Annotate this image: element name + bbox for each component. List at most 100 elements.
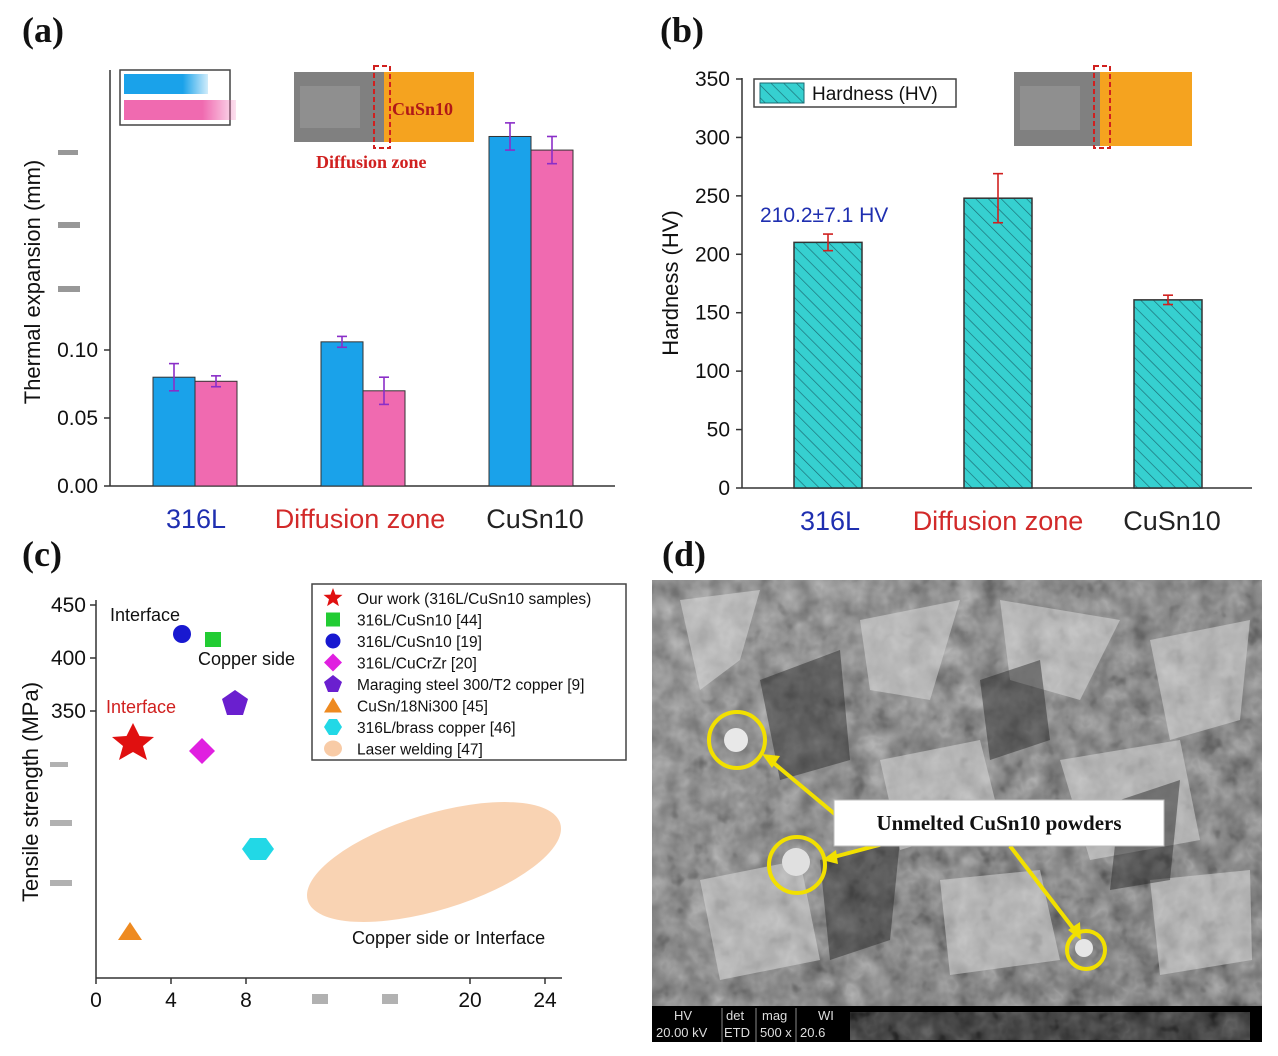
d-databar-v2: 500 x (760, 1025, 792, 1040)
c-mark-cusn-18ni300 (118, 922, 142, 940)
c-legend-label: 316L/CuSn10 [44] (357, 613, 482, 630)
a-bar-series0-1 (320, 341, 364, 487)
c-legend-marker-star (323, 588, 343, 607)
a-legend (119, 69, 236, 126)
c-legend-label: 316L/CuCrZr [20] (357, 656, 477, 673)
c-x-tick-label: 8 (240, 989, 252, 1012)
a-legend-box (119, 69, 231, 126)
c-legend-marker-triangle (324, 697, 342, 713)
c-x-tick-label: 20 (458, 989, 481, 1012)
b-y-tick-label: 50 (707, 419, 730, 442)
c-x-tick-label: 4 (165, 989, 177, 1012)
a-bar-series0-2 (488, 135, 532, 487)
a-bar-series1-0 (194, 380, 238, 487)
b-y-tick-label: 250 (695, 185, 730, 208)
c-legend-marker-pentagon (324, 675, 342, 692)
c-mark-316l-cusn10-44 (205, 632, 221, 647)
a-errorbar-series0-0 (169, 362, 179, 392)
d-circle-2 (767, 835, 827, 895)
c-annotation-copper-side: Copper side (198, 649, 295, 669)
c-mark-316l-brass (242, 838, 274, 860)
a-errorbar-series1-0 (211, 375, 221, 388)
c-faded-ticks (50, 762, 398, 1004)
c-legend-label: CuSn/18Ni300 [45] (357, 699, 488, 716)
b-y-ticks: 0 50 100 150 200 250 300 350 (695, 68, 742, 500)
c-mark-316l-cusn10-19 (173, 625, 191, 643)
a-bar-series1-1 (362, 390, 406, 487)
d-highlight-circles (707, 710, 1107, 971)
c-annotation-interface-top: Interface (110, 605, 180, 625)
d-databar-h3: WI (818, 1008, 834, 1023)
b-annotation: 210.2±7.1 HV (760, 204, 888, 227)
d-powder-3 (1075, 939, 1093, 957)
panel-a-label: (a) (22, 10, 64, 50)
a-inset-copper (384, 72, 474, 142)
c-legend-label: Our work (316L/CuSn10 samples) (357, 591, 591, 608)
b-y-tick-label: 300 (695, 126, 730, 149)
b-y-axis-title: Hardness (HV) (658, 210, 683, 355)
d-databar: HV det mag WI 20.00 kV ETD 500 x 20.6 (652, 1006, 1262, 1042)
a-category-label: CuSn10 (486, 504, 584, 534)
d-powder-2 (782, 848, 810, 876)
a-faded-ticks (58, 150, 80, 292)
b-bar-1 (963, 197, 1033, 489)
c-y-tick-label: 450 (51, 594, 86, 617)
c-legend-marker-circle (325, 633, 341, 649)
b-y-tick-label: 150 (695, 302, 730, 325)
c-legend-label: Maraging steel 300/T2 copper [9] (357, 677, 584, 694)
b-bar-2 (1133, 299, 1203, 489)
a-errorbar-series1-1 (379, 376, 389, 406)
d-callout: Unmelted CuSn10 powders (876, 811, 1121, 835)
d-callout-box (833, 799, 1165, 847)
d-sem-image (652, 580, 1262, 1006)
c-legend-marker-diamond (324, 653, 342, 672)
panel-b-label: (b) (660, 10, 704, 50)
c-mark-316l-cucrzr (189, 738, 215, 764)
b-category-label: 316L (800, 506, 860, 536)
c-legend-label: 316L/CuSn10 [19] (357, 634, 482, 651)
c-legend-label: 316L/brass copper [46] (357, 720, 516, 737)
a-inset-zone-label: Diffusion zone (316, 152, 427, 172)
c-legend-marker-square (326, 612, 340, 627)
c-legend: Our work (316L/CuSn10 samples) 316L/CuSn1… (311, 583, 627, 761)
c-y-tick-label: 350 (51, 700, 86, 723)
b-category-label: CuSn10 (1123, 506, 1221, 536)
d-circle-3 (1065, 929, 1107, 971)
b-errorbar-1 (993, 172, 1003, 224)
d-databar-v3: 20.6 (800, 1025, 825, 1040)
c-annotation-interface-red: Interface (106, 697, 176, 717)
d-databar-v1: ETD (724, 1025, 750, 1040)
c-x-ticks: 0 4 8 20 24 (90, 978, 557, 1012)
a-y-axis-title: Thermal expansion (mm) (20, 160, 45, 405)
a-inset-zone-box (373, 65, 391, 149)
panel-c: (c) 350 400 450 0 4 8 20 24 Tensile strength (… (18, 534, 627, 1012)
a-legend-swatch-blue (124, 74, 208, 94)
b-bar-0 (793, 241, 863, 489)
a-category-label: 316L (166, 504, 226, 534)
b-category-label: Diffusion zone (913, 506, 1084, 536)
b-bars (793, 172, 1203, 489)
b-y-tick-label: 200 (695, 243, 730, 266)
a-errorbar-series0-1 (337, 335, 347, 349)
panel-c-label: (c) (22, 534, 62, 574)
c-mark-laser-welding (306, 802, 562, 922)
c-legend-marker-hexagon (324, 719, 342, 735)
a-y-ticks: 0.00 0.05 0.10 (57, 339, 110, 498)
c-x-tick-label: 24 (533, 989, 557, 1012)
c-mark-our-work (112, 723, 154, 760)
b-legend-swatch (759, 82, 805, 104)
a-legend-swatch-pink (124, 100, 236, 120)
c-legend-marker-ellipse (324, 740, 342, 757)
a-category-label: Diffusion zone (275, 504, 446, 534)
a-inset-label: CuSn10 (392, 99, 453, 119)
b-errorbar-0 (823, 233, 833, 252)
b-category-labels: 316L Diffusion zone CuSn10 (800, 506, 1221, 536)
b-y-tick-label: 350 (695, 68, 730, 91)
d-databar-v0: 20.00 kV (656, 1025, 708, 1040)
d-databar-h1: det (726, 1008, 744, 1023)
a-bars (152, 122, 574, 487)
c-y-ticks: 350 400 450 (51, 594, 96, 723)
c-y-tick-label: 400 (51, 647, 86, 670)
